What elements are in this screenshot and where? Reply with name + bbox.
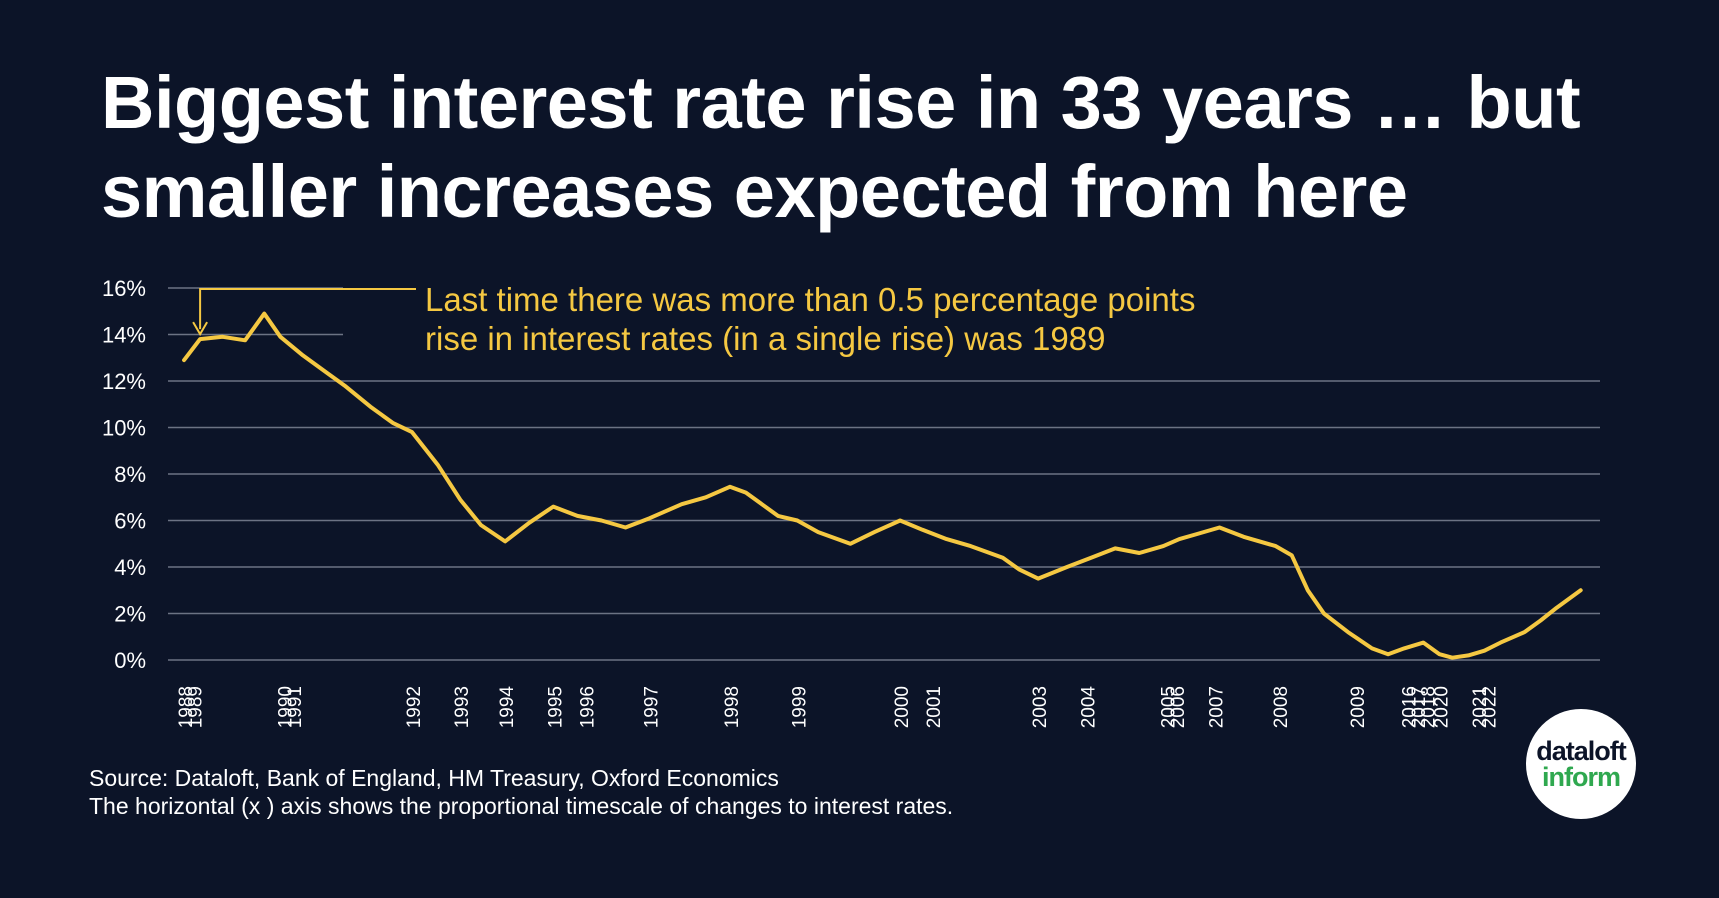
logo-text-dataloft: dataloft (1536, 736, 1626, 766)
y-tick-label: 12% (102, 369, 146, 394)
x-tick-label: 2022 (1480, 686, 1501, 728)
x-tick-label: 1994 (497, 686, 518, 729)
x-tick-label: 2018 (1419, 686, 1440, 728)
x-tick-label: 2016 (1399, 686, 1420, 728)
annotation-arrowhead (192, 321, 208, 337)
x-tick-label: 1996 (577, 686, 598, 728)
x-tick-label: 1988 (176, 686, 197, 728)
y-tick-label: 2% (114, 602, 146, 627)
x-tick-label: 2017 (1409, 686, 1430, 728)
annotation-connector (199, 288, 416, 330)
x-tick-label: 2021 (1470, 686, 1491, 728)
annotation-text-line1: Last time there was more than 0.5 percen… (425, 281, 1195, 318)
x-tick-label: 2007 (1207, 686, 1228, 728)
y-tick-label: 8% (114, 462, 146, 487)
x-tick-label: 1999 (789, 686, 810, 728)
x-tick-label: 2005 (1159, 686, 1180, 728)
x-tick-label: 2000 (892, 686, 913, 728)
x-tick-label: 1993 (452, 686, 473, 728)
x-tick-label: 2003 (1030, 686, 1051, 728)
x-tick-label: 2004 (1078, 686, 1099, 729)
x-tick-label: 2009 (1348, 686, 1369, 728)
y-tick-label: 4% (114, 555, 146, 580)
y-axis-ticks: 0% 2% 4% 6% 8% 10% 12% 14% 16% (102, 276, 146, 673)
page-title: Biggest interest rate rise in 33 years …… (101, 61, 1581, 233)
series-line-interest-rate (182, 311, 1583, 660)
annotation: Last time there was more than 0.5 percen… (192, 281, 1195, 357)
dataloft-inform-logo: dataloft inform (1526, 709, 1636, 819)
x-tick-label: 2006 (1168, 686, 1189, 728)
x-tick-label: 1998 (722, 686, 743, 728)
x-tick-label: 1995 (545, 686, 566, 728)
y-tick-label: 6% (114, 509, 146, 534)
x-tick-label: 1992 (404, 686, 425, 728)
x-tick-label: 1997 (642, 686, 663, 728)
x-tick-label: 1991 (285, 686, 306, 728)
axis-note-line: The horizontal (x ) axis shows the propo… (89, 793, 954, 819)
x-tick-label: 1990 (276, 686, 297, 728)
logo-text-inform: inform (1542, 762, 1621, 792)
source-line: Source: Dataloft, Bank of England, HM Tr… (89, 765, 779, 791)
x-tick-label: 2020 (1431, 686, 1452, 728)
annotation-text-line2: rise in interest rates (in a single rise… (425, 320, 1105, 357)
x-tick-label: 2001 (924, 686, 945, 728)
x-tick-label: 2008 (1271, 686, 1292, 728)
y-tick-label: 10% (102, 416, 146, 441)
y-tick-label: 14% (102, 323, 146, 348)
x-tick-label: 1989 (186, 686, 207, 728)
y-tick-label: 16% (102, 276, 146, 301)
source-note: Source: Dataloft, Bank of England, HM Tr… (89, 764, 953, 820)
y-tick-label: 0% (114, 648, 146, 673)
